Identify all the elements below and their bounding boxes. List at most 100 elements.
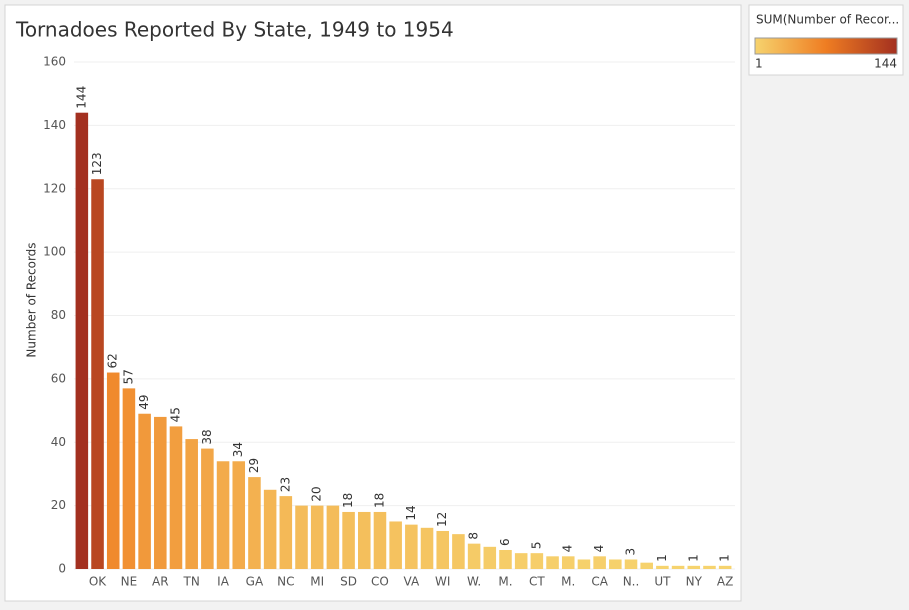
y-tick-label: 60: [51, 371, 66, 385]
bar: [75, 112, 89, 569]
value-label: 1: [655, 554, 669, 562]
bar: [624, 559, 638, 569]
value-label: 3: [624, 548, 638, 556]
x-tick-label: WI: [435, 575, 450, 589]
value-label: 57: [121, 369, 135, 384]
bar: [530, 553, 544, 569]
bar: [295, 505, 308, 569]
x-tick-label: NE: [121, 575, 138, 589]
x-tick-label: AR: [152, 575, 169, 589]
bar: [514, 553, 528, 569]
bar: [577, 559, 591, 569]
x-tick-label: CO: [371, 575, 389, 589]
bar: [546, 556, 559, 569]
value-label: 23: [278, 477, 292, 492]
value-label: 4: [561, 545, 575, 553]
bar: [216, 461, 230, 569]
value-label: 20: [310, 486, 324, 501]
x-tick-label: AZ: [717, 575, 733, 589]
bar: [279, 496, 293, 569]
bar: [326, 505, 340, 569]
x-tick-label: W.: [467, 575, 481, 589]
value-label: 1: [718, 554, 732, 562]
value-label: 8: [467, 532, 481, 540]
x-tick-label: M.: [498, 575, 512, 589]
x-tick-label: IA: [217, 575, 230, 589]
bar: [671, 565, 685, 569]
value-label: 123: [90, 152, 104, 175]
y-axis-label: Number of Records: [25, 242, 39, 357]
value-label: 38: [200, 429, 214, 444]
bar: [405, 524, 418, 569]
bar: [263, 489, 277, 569]
bar: [389, 521, 402, 569]
bar: [232, 461, 246, 569]
bar: [154, 416, 167, 569]
value-label: 29: [247, 458, 261, 473]
y-tick-label: 80: [51, 308, 66, 322]
bar: [609, 559, 622, 569]
value-label: 6: [498, 538, 512, 546]
x-tick-label: GA: [246, 575, 264, 589]
y-tick-label: 40: [51, 435, 66, 449]
value-label: 45: [168, 407, 182, 422]
bar: [91, 179, 104, 569]
bar: [201, 448, 214, 569]
value-label: 4: [592, 545, 606, 553]
bar: [248, 477, 261, 569]
x-tick-label: MI: [310, 575, 324, 589]
legend-max: 144: [874, 57, 897, 71]
value-label: 144: [74, 86, 88, 109]
value-label: 5: [529, 542, 543, 550]
legend-title: SUM(Number of Recor...: [756, 13, 899, 27]
value-label: 18: [372, 493, 386, 508]
bar: [373, 511, 387, 569]
y-tick-label: 120: [43, 181, 66, 195]
y-tick-label: 160: [43, 55, 66, 69]
bar: [310, 505, 324, 569]
bar: [467, 543, 481, 569]
x-tick-label: SD: [340, 575, 357, 589]
bar: [436, 530, 450, 569]
x-tick-label: CT: [529, 575, 545, 589]
bar: [185, 439, 198, 569]
value-label: 12: [435, 512, 449, 527]
x-tick-label: M.: [561, 575, 575, 589]
value-label: 49: [137, 394, 151, 409]
bar: [138, 413, 151, 569]
legend-gradient: [754, 37, 898, 55]
bar: [357, 511, 371, 569]
x-tick-label: UT: [654, 575, 671, 589]
x-tick-label: CA: [591, 575, 608, 589]
bar: [420, 527, 434, 569]
bar: [499, 549, 512, 569]
chart-title: Tornadoes Reported By State, 1949 to 195…: [15, 18, 454, 42]
x-tick-label: TN: [183, 575, 200, 589]
bar: [640, 562, 653, 569]
bar: [106, 372, 120, 569]
x-tick-label: N..: [623, 575, 640, 589]
bar: [561, 556, 575, 569]
bar: [656, 565, 669, 569]
bar: [483, 546, 497, 569]
bar: [342, 511, 355, 569]
bar: [452, 534, 465, 569]
bar: [122, 388, 136, 569]
bar: [703, 565, 716, 569]
x-tick-label: NY: [686, 575, 703, 589]
value-label: 14: [404, 505, 418, 520]
bar: [169, 426, 183, 569]
y-tick-label: 0: [58, 562, 66, 576]
x-tick-label: NC: [277, 575, 294, 589]
bar: [718, 565, 732, 569]
value-label: 62: [106, 353, 120, 368]
y-tick-label: 20: [51, 498, 66, 512]
bar: [687, 565, 701, 569]
bar: [593, 556, 606, 569]
legend-min: 1: [755, 57, 763, 71]
value-label: 1: [686, 554, 700, 562]
value-label: 34: [231, 442, 245, 457]
x-tick-label: OK: [89, 575, 107, 589]
y-tick-label: 140: [43, 118, 66, 132]
value-label: 18: [341, 493, 355, 508]
